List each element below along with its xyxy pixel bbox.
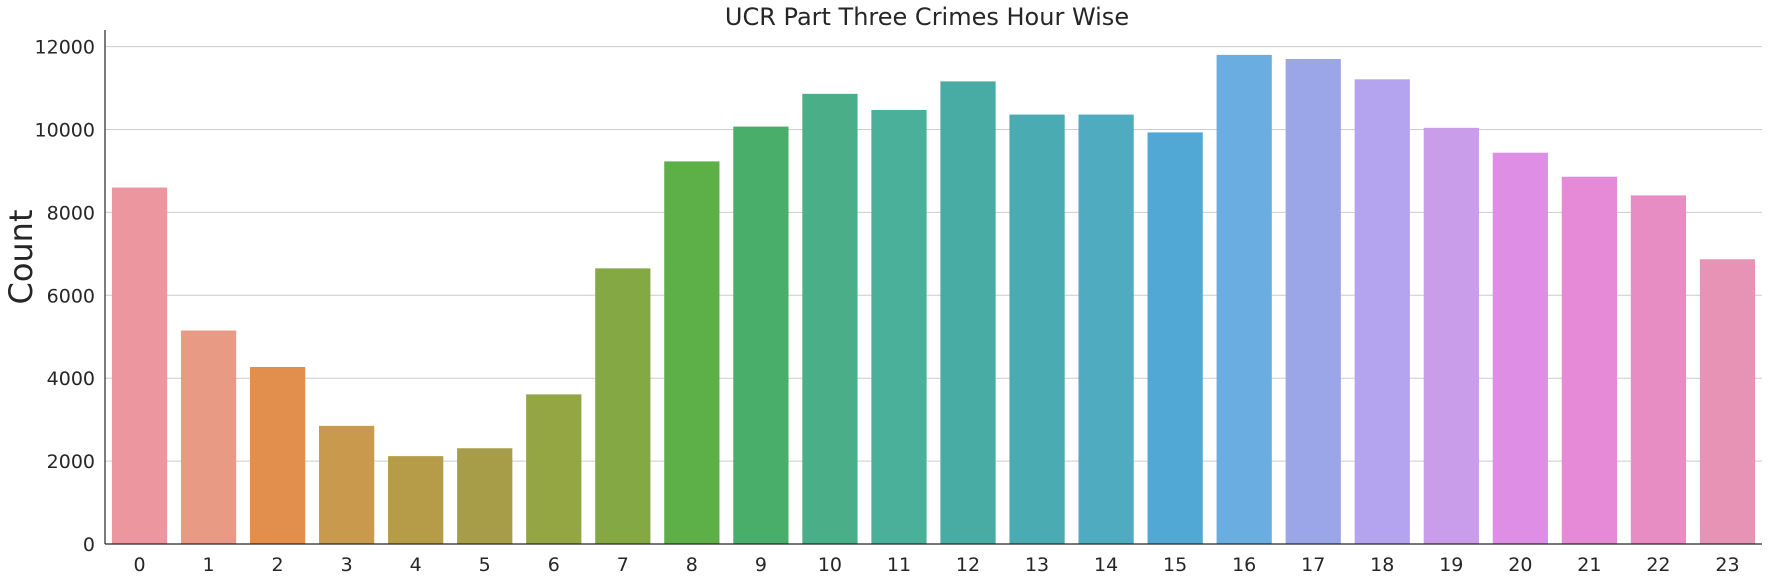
x-tick-labels: 0 1 2 3 4 5 6 7 8 9 10 11 12 13 14 15 16 17 18 19 20 21 22 23 <box>133 554 1739 576</box>
x-tick-label: 8 <box>686 554 698 576</box>
y-tick-label: 0 <box>83 534 95 556</box>
y-tick-label: 4000 <box>47 368 95 390</box>
bar-21 <box>1561 176 1618 544</box>
x-tick-label: 13 <box>1025 554 1049 576</box>
grid-lines <box>105 46 1762 462</box>
bar-13 <box>1009 114 1065 545</box>
bar-12 <box>940 81 996 545</box>
bar-4 <box>388 456 444 544</box>
x-tick-label: 16 <box>1232 554 1256 576</box>
x-tick-label: 17 <box>1301 554 1325 576</box>
bar-5 <box>457 448 513 544</box>
y-tick-labels: 0 2000 4000 6000 8000 10000 12000 <box>35 37 95 556</box>
bar-23 <box>1699 259 1756 544</box>
x-tick-label: 14 <box>1094 554 1118 576</box>
bar-19 <box>1423 127 1479 544</box>
x-tick-label: 4 <box>410 554 422 576</box>
bar-8 <box>664 161 720 544</box>
bar-0 <box>111 187 168 545</box>
bar-11 <box>871 110 927 544</box>
x-tick-label: 21 <box>1577 554 1601 576</box>
x-tick-label: 3 <box>341 554 353 576</box>
chart-title: UCR Part Three Crimes Hour Wise <box>725 3 1129 31</box>
x-tick-label: 7 <box>617 554 629 576</box>
x-tick-label: 0 <box>133 554 145 576</box>
x-tick-label: 11 <box>887 554 911 576</box>
x-tick-label: 20 <box>1508 554 1532 576</box>
bar-17 <box>1285 59 1341 545</box>
x-tick-label: 19 <box>1439 554 1463 576</box>
bar-15 <box>1147 132 1203 544</box>
y-tick-label: 12000 <box>35 37 95 59</box>
x-tick-label: 9 <box>755 554 767 576</box>
y-tick-label: 8000 <box>47 202 95 224</box>
bar-16 <box>1216 54 1272 544</box>
y-tick-label: 10000 <box>35 119 95 141</box>
bar-20 <box>1492 152 1548 544</box>
x-tick-label: 1 <box>203 554 215 576</box>
bar-3 <box>319 425 375 544</box>
bar-1 <box>180 330 237 544</box>
bar-10 <box>802 93 858 545</box>
bar-6 <box>526 394 582 544</box>
x-tick-label: 2 <box>272 554 284 576</box>
x-tick-label: 6 <box>548 554 560 576</box>
y-tick-label: 2000 <box>47 451 95 473</box>
y-axis-label: Count <box>2 209 40 304</box>
axes <box>104 30 1762 545</box>
x-tick-label: 5 <box>479 554 491 576</box>
y-tick-label: 6000 <box>47 285 95 307</box>
x-tick-label: 22 <box>1646 554 1670 576</box>
x-tick-label: 10 <box>818 554 842 576</box>
bar-18 <box>1354 79 1410 544</box>
bar-2 <box>249 367 306 544</box>
x-tick-label: 12 <box>956 554 980 576</box>
x-tick-label: 18 <box>1370 554 1394 576</box>
bar-9 <box>733 126 789 544</box>
x-tick-label: 15 <box>1163 554 1187 576</box>
bar-14 <box>1078 114 1134 545</box>
x-tick-label: 23 <box>1715 554 1739 576</box>
bar-7 <box>595 268 651 544</box>
bars <box>111 54 1756 545</box>
bar-22 <box>1630 195 1687 544</box>
